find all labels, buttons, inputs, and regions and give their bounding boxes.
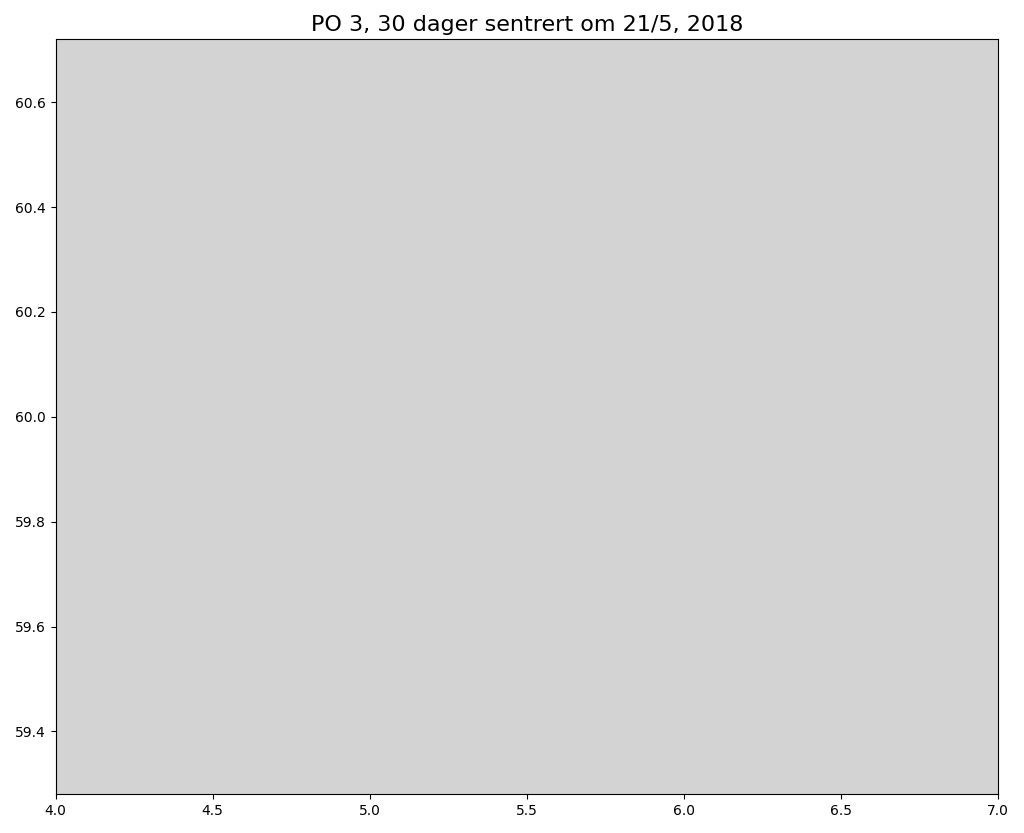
Title: PO 3, 30 dager sentrert om 21/5, 2018: PO 3, 30 dager sentrert om 21/5, 2018 <box>310 15 743 35</box>
